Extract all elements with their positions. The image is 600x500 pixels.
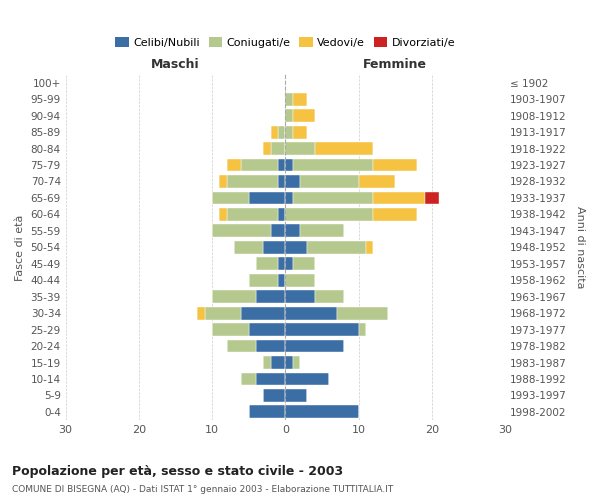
Text: Maschi: Maschi: [151, 58, 200, 71]
Bar: [286, 306, 337, 320]
Legend: Celibi/Nubili, Coniugati/e, Vedovi/e, Divorziati/e: Celibi/Nubili, Coniugati/e, Vedovi/e, Di…: [113, 35, 458, 50]
Text: Popolazione per età, sesso e stato civile - 2003: Popolazione per età, sesso e stato civil…: [12, 465, 343, 478]
Bar: [300, 224, 344, 237]
Bar: [227, 340, 256, 352]
Bar: [278, 126, 286, 138]
Bar: [256, 372, 286, 386]
Bar: [241, 306, 286, 320]
Bar: [212, 290, 256, 303]
Bar: [293, 158, 373, 172]
Y-axis label: Anni di nascita: Anni di nascita: [575, 206, 585, 288]
Bar: [286, 208, 373, 221]
Bar: [205, 306, 241, 320]
Bar: [212, 192, 249, 204]
Bar: [337, 306, 388, 320]
Bar: [263, 142, 271, 155]
Bar: [220, 208, 227, 221]
Bar: [293, 93, 307, 106]
Bar: [212, 224, 271, 237]
Bar: [314, 290, 344, 303]
Bar: [278, 175, 286, 188]
Bar: [278, 258, 286, 270]
Bar: [271, 126, 278, 138]
Bar: [286, 126, 293, 138]
Bar: [286, 241, 307, 254]
Bar: [278, 158, 286, 172]
Bar: [278, 208, 286, 221]
Bar: [256, 290, 286, 303]
Y-axis label: Fasce di età: Fasce di età: [15, 214, 25, 280]
Bar: [293, 109, 314, 122]
Bar: [314, 142, 373, 155]
Bar: [293, 126, 307, 138]
Bar: [286, 175, 300, 188]
Bar: [286, 274, 314, 286]
Bar: [263, 241, 286, 254]
Bar: [373, 208, 417, 221]
Bar: [425, 192, 439, 204]
Bar: [249, 406, 286, 418]
Bar: [286, 142, 314, 155]
Bar: [227, 158, 241, 172]
Bar: [234, 241, 263, 254]
Bar: [307, 241, 366, 254]
Bar: [227, 208, 278, 221]
Bar: [286, 158, 293, 172]
Bar: [249, 323, 286, 336]
Bar: [286, 323, 359, 336]
Bar: [286, 372, 329, 386]
Bar: [286, 389, 307, 402]
Bar: [286, 93, 293, 106]
Bar: [263, 356, 271, 369]
Bar: [300, 175, 359, 188]
Bar: [256, 340, 286, 352]
Bar: [359, 323, 366, 336]
Bar: [286, 224, 300, 237]
Bar: [249, 274, 278, 286]
Bar: [256, 258, 278, 270]
Bar: [263, 389, 286, 402]
Bar: [220, 175, 227, 188]
Bar: [373, 192, 425, 204]
Bar: [271, 356, 286, 369]
Bar: [241, 158, 278, 172]
Bar: [286, 258, 293, 270]
Bar: [286, 192, 293, 204]
Bar: [373, 158, 417, 172]
Bar: [293, 356, 300, 369]
Bar: [286, 356, 293, 369]
Bar: [286, 290, 314, 303]
Bar: [293, 258, 314, 270]
Bar: [366, 241, 373, 254]
Bar: [271, 142, 286, 155]
Bar: [286, 340, 344, 352]
Bar: [271, 224, 286, 237]
Bar: [286, 406, 359, 418]
Bar: [212, 323, 249, 336]
Bar: [197, 306, 205, 320]
Bar: [278, 274, 286, 286]
Bar: [293, 192, 373, 204]
Bar: [359, 175, 395, 188]
Bar: [227, 175, 278, 188]
Bar: [249, 192, 286, 204]
Text: Femmine: Femmine: [363, 58, 427, 71]
Text: COMUNE DI BISEGNA (AQ) - Dati ISTAT 1° gennaio 2003 - Elaborazione TUTTITALIA.IT: COMUNE DI BISEGNA (AQ) - Dati ISTAT 1° g…: [12, 485, 393, 494]
Bar: [241, 372, 256, 386]
Bar: [286, 109, 293, 122]
